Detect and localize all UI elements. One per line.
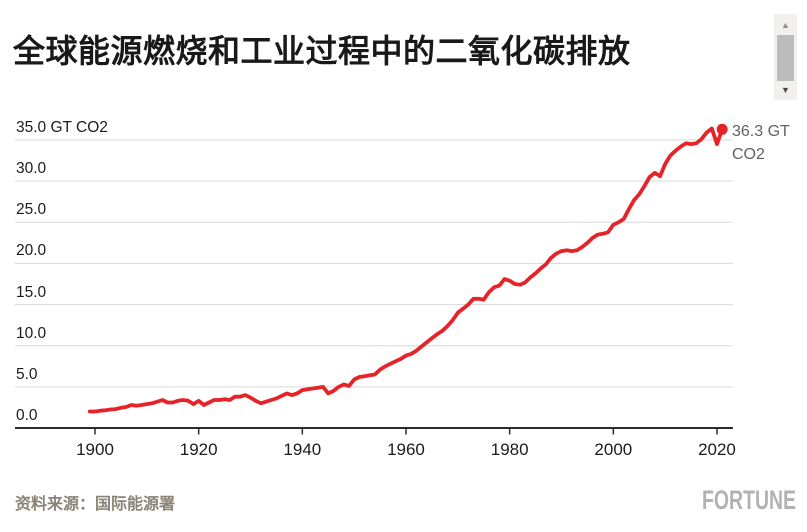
- y-axis-label: 20.0: [16, 242, 47, 260]
- y-axis-label: 25.0: [16, 201, 47, 219]
- x-axis-label: 1920: [179, 440, 218, 459]
- page-title: 全球能源燃烧和工业过程中的二氧化碳排放: [13, 33, 631, 69]
- x-axis-label: 2000: [594, 440, 633, 459]
- x-axis-label: 1980: [490, 440, 529, 459]
- x-axis-label: 1960: [387, 440, 425, 459]
- scrollbar[interactable]: ▲ ▼: [774, 14, 797, 100]
- y-axis-label: 35.0 GT CO2: [16, 118, 108, 136]
- scrollbar-up-icon[interactable]: ▲: [781, 20, 790, 30]
- source-label: 资料来源：国际能源署: [15, 496, 176, 513]
- x-axis-label: 2020: [698, 440, 736, 459]
- y-axis-label: 15.0: [16, 283, 47, 301]
- scrollbar-thumb[interactable]: [777, 35, 794, 81]
- endpoint-marker: [716, 123, 728, 135]
- fortune-logo: FORTUNE: [702, 485, 796, 515]
- x-axis-label: 1900: [76, 440, 114, 459]
- endpoint-value-label: 36.3 GT CO2: [732, 120, 802, 166]
- y-axis-label: 30.0: [16, 160, 47, 178]
- emissions-line-series: [87, 126, 725, 414]
- x-axis-label: 1940: [283, 440, 322, 459]
- y-axis-label: 5.0: [16, 365, 38, 383]
- y-axis-label: 10.0: [16, 324, 47, 342]
- y-axis-label: 0.0: [16, 407, 38, 424]
- scrollbar-down-icon[interactable]: ▼: [781, 85, 790, 95]
- endpoint-value-line1: 36.3 GT: [732, 123, 790, 140]
- endpoint-value-line2: CO2: [732, 146, 765, 163]
